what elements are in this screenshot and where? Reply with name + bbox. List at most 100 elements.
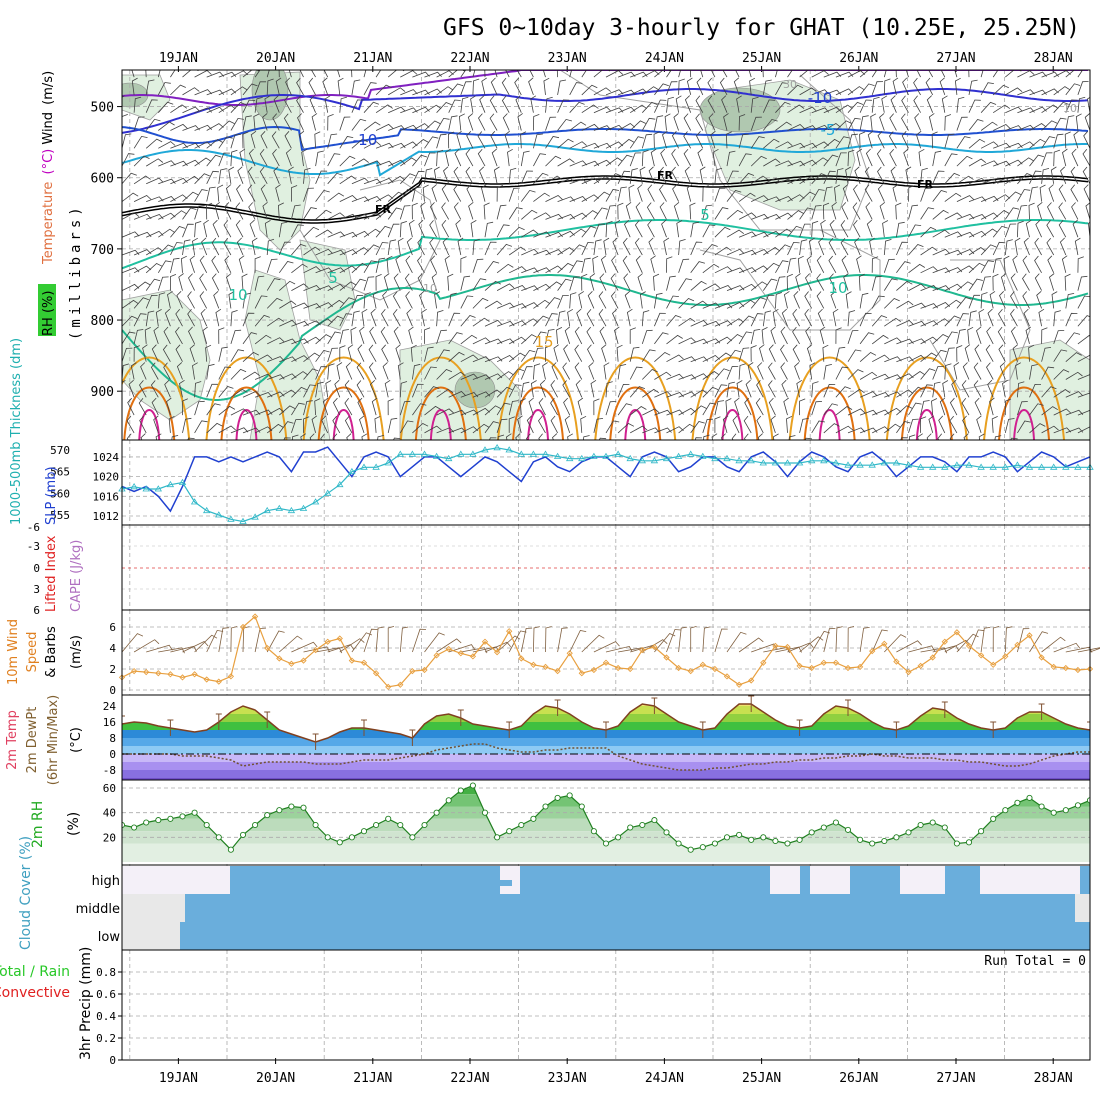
wind-barb [552,433,558,440]
wind-barb [460,334,478,345]
wind-barb [151,344,159,362]
wind-barb [158,121,175,131]
wind-barb [131,77,138,95]
wind-barb [199,273,208,291]
wind-barb [871,295,885,309]
wind-barb [320,433,325,440]
wind-barb [659,202,667,220]
wind-speed-point [905,668,912,676]
wind-barb [557,230,575,238]
wind-barb [303,384,316,398]
wind-barb [228,291,235,309]
wind-barb [605,221,613,238]
wind-barb [892,77,899,95]
wind-barb [448,332,463,345]
wind-barb [207,443,224,451]
wind-barb [593,87,611,96]
wind-barb [247,184,256,202]
wind-barb [433,166,440,184]
wind-barb [865,148,873,167]
wind-barb [918,148,925,167]
wind-barb [182,142,200,149]
wind-barb [230,408,249,416]
freezing-line [122,178,1089,224]
wind-barb [944,114,952,131]
wind-barb [896,280,913,291]
rh-point [844,826,852,833]
wind-barb [1053,86,1071,96]
wind-barb [176,362,183,380]
wind-barb [666,275,676,291]
temp-contour-25 [1013,409,1036,440]
wind-barb [460,275,471,291]
wind-barb [424,425,442,434]
wind-barb [267,356,285,363]
cloud-cell [122,894,185,922]
wind-barb [1053,149,1061,167]
wind-barb [1065,312,1078,327]
wind-barb [272,148,280,167]
wind-barb [617,186,627,202]
wind-barb [189,344,195,362]
wind-barb [145,99,158,113]
wind-barb [521,334,538,345]
thickness-point [215,511,223,518]
wind-barb [768,362,776,380]
rh-point [239,831,247,838]
wind-speed-point [300,657,307,664]
wind-barb [1034,255,1042,273]
wind-barb [905,70,909,78]
thickness-point [505,446,513,453]
wind-speed-point [1002,653,1009,660]
date-label-bottom: 24JAN [645,1071,684,1086]
wind-barb [835,152,847,167]
wind-barb [351,70,353,78]
wind-barb [182,125,200,131]
wind-barb [1029,423,1046,434]
contour-label: FR [657,169,674,182]
wind-barb [424,104,442,114]
temp-contour-20 [998,386,1051,440]
thickness-point [856,461,864,468]
wind-barb [654,99,667,113]
wind-barb [497,434,505,440]
wind-barb [610,291,619,309]
wind-barb [412,170,425,184]
wind-barb [264,220,271,238]
wind-barb [388,142,406,149]
wind-barb [399,400,411,416]
wind-barb [968,262,985,274]
wind-barb [841,202,849,220]
wind-barb [291,402,305,416]
wind-barb [890,166,897,184]
date-label-top: 27JAN [936,51,975,66]
wind-barb [1089,432,1090,433]
wind-barb [1053,408,1071,416]
wind-barb [823,364,832,380]
thickness-point [517,450,526,457]
wind-barb [277,202,284,220]
thickness-point [323,489,332,496]
temperature-minmax-bar [122,715,125,732]
wind-barb [920,167,928,184]
wind-barb [711,433,718,440]
wind-barb [368,344,377,362]
rh-point [881,837,888,845]
wind-barb [666,315,682,327]
thickness-point [1025,463,1034,470]
wind-barb [182,417,192,433]
wind-barb [131,70,135,78]
precip-tick-label: 0.6 [96,988,116,1001]
wind-barb [175,344,183,362]
wind-barb [504,130,510,149]
wind-speed-point [433,652,440,659]
temperature-band [122,778,1090,780]
wind-barb [756,415,764,434]
date-label-top: 25JAN [742,51,781,66]
wind-barb [993,124,1011,131]
surface-wind-barb [133,639,160,653]
wind-barb [726,318,744,327]
wind-barb [484,389,502,398]
wind-barb [928,70,934,78]
